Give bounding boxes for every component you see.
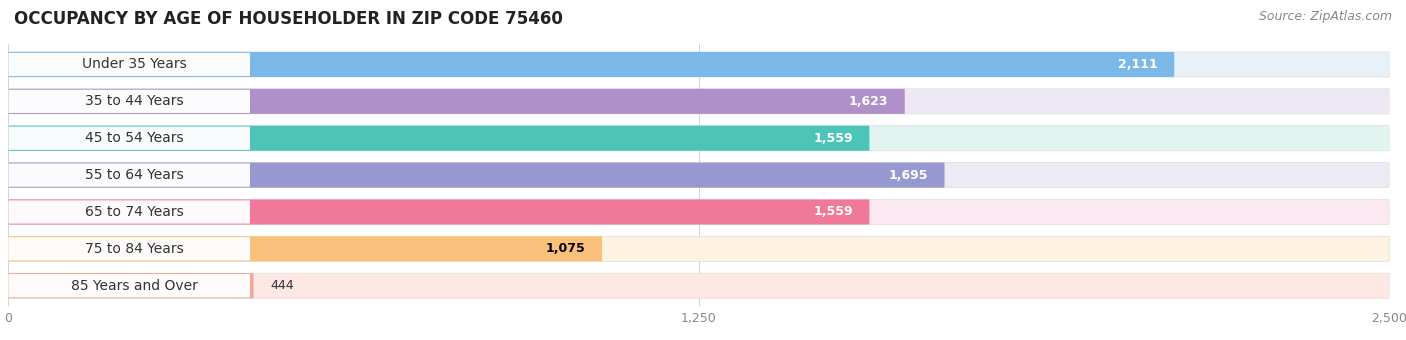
- FancyBboxPatch shape: [8, 200, 250, 224]
- Text: 444: 444: [270, 279, 294, 292]
- Text: 85 Years and Over: 85 Years and Over: [70, 279, 197, 293]
- FancyBboxPatch shape: [8, 200, 869, 224]
- Text: 55 to 64 Years: 55 to 64 Years: [84, 168, 183, 182]
- Text: Source: ZipAtlas.com: Source: ZipAtlas.com: [1258, 10, 1392, 23]
- Text: 1,623: 1,623: [849, 95, 889, 108]
- Text: 1,559: 1,559: [813, 132, 853, 145]
- FancyBboxPatch shape: [8, 237, 250, 260]
- FancyBboxPatch shape: [8, 52, 1389, 77]
- Text: 1,075: 1,075: [546, 242, 585, 255]
- FancyBboxPatch shape: [8, 236, 1389, 261]
- FancyBboxPatch shape: [8, 126, 869, 151]
- Text: 2,111: 2,111: [1118, 58, 1157, 71]
- Text: 35 to 44 Years: 35 to 44 Years: [84, 95, 183, 108]
- FancyBboxPatch shape: [8, 90, 250, 113]
- FancyBboxPatch shape: [8, 236, 602, 261]
- Text: 45 to 54 Years: 45 to 54 Years: [84, 131, 183, 145]
- Text: 65 to 74 Years: 65 to 74 Years: [84, 205, 183, 219]
- FancyBboxPatch shape: [8, 273, 253, 298]
- FancyBboxPatch shape: [8, 163, 945, 188]
- FancyBboxPatch shape: [8, 126, 1389, 151]
- Text: 75 to 84 Years: 75 to 84 Years: [84, 242, 183, 256]
- FancyBboxPatch shape: [8, 274, 250, 298]
- FancyBboxPatch shape: [8, 89, 905, 114]
- Text: 1,695: 1,695: [889, 169, 928, 182]
- FancyBboxPatch shape: [8, 200, 1389, 224]
- FancyBboxPatch shape: [8, 273, 1389, 298]
- Text: OCCUPANCY BY AGE OF HOUSEHOLDER IN ZIP CODE 75460: OCCUPANCY BY AGE OF HOUSEHOLDER IN ZIP C…: [14, 10, 562, 28]
- FancyBboxPatch shape: [8, 126, 250, 150]
- FancyBboxPatch shape: [8, 89, 1389, 114]
- FancyBboxPatch shape: [8, 163, 1389, 188]
- FancyBboxPatch shape: [8, 53, 250, 76]
- FancyBboxPatch shape: [8, 52, 1174, 77]
- Text: 1,559: 1,559: [813, 205, 853, 219]
- Text: Under 35 Years: Under 35 Years: [82, 57, 187, 71]
- FancyBboxPatch shape: [8, 164, 250, 187]
